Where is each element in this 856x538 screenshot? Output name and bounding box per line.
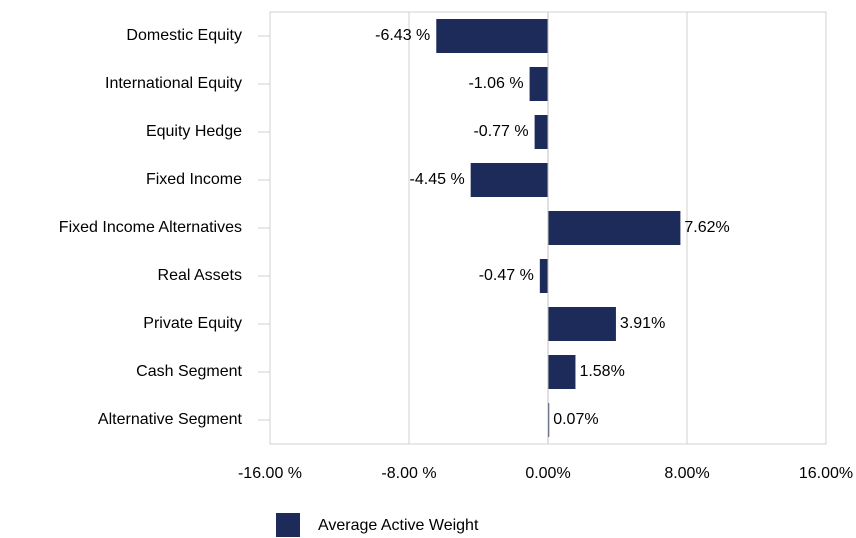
- y-tick-label: Real Assets: [158, 267, 242, 284]
- bar: [436, 19, 548, 53]
- y-tick-label: Private Equity: [143, 315, 242, 332]
- y-tick-label: Cash Segment: [136, 363, 242, 380]
- value-label: -0.77 %: [473, 123, 528, 140]
- value-label: 0.07%: [553, 411, 598, 428]
- x-tick-label: -16.00 %: [238, 465, 302, 482]
- value-label: -4.45 %: [410, 171, 465, 188]
- y-tick-label: Equity Hedge: [146, 123, 242, 140]
- bar: [470, 163, 548, 197]
- bar: [548, 307, 616, 341]
- bar: [548, 355, 576, 389]
- value-label: -6.43 %: [375, 27, 430, 44]
- y-tick-label: Domestic Equity: [126, 27, 242, 44]
- x-tick-label: 16.00%: [799, 465, 853, 482]
- y-tick-label: International Equity: [105, 75, 242, 92]
- bar: [529, 67, 548, 101]
- value-label: -0.47 %: [479, 267, 534, 284]
- legend-swatch: [276, 513, 300, 537]
- y-tick-label: Alternative Segment: [98, 411, 243, 428]
- y-tick-label: Fixed Income: [146, 171, 242, 188]
- bar: [548, 403, 550, 437]
- x-tick-label: 8.00%: [664, 465, 709, 482]
- legend-label: Average Active Weight: [318, 517, 479, 534]
- value-label: 3.91%: [620, 315, 665, 332]
- x-tick-label: -8.00 %: [381, 465, 436, 482]
- value-label: 7.62%: [684, 219, 729, 236]
- value-label: 1.58%: [579, 363, 624, 380]
- y-tick-label: Fixed Income Alternatives: [59, 219, 242, 236]
- bar: [539, 259, 548, 293]
- bar: [534, 115, 548, 149]
- x-tick-label: 0.00%: [525, 465, 570, 482]
- value-label: -1.06 %: [468, 75, 523, 92]
- bar: [548, 211, 681, 245]
